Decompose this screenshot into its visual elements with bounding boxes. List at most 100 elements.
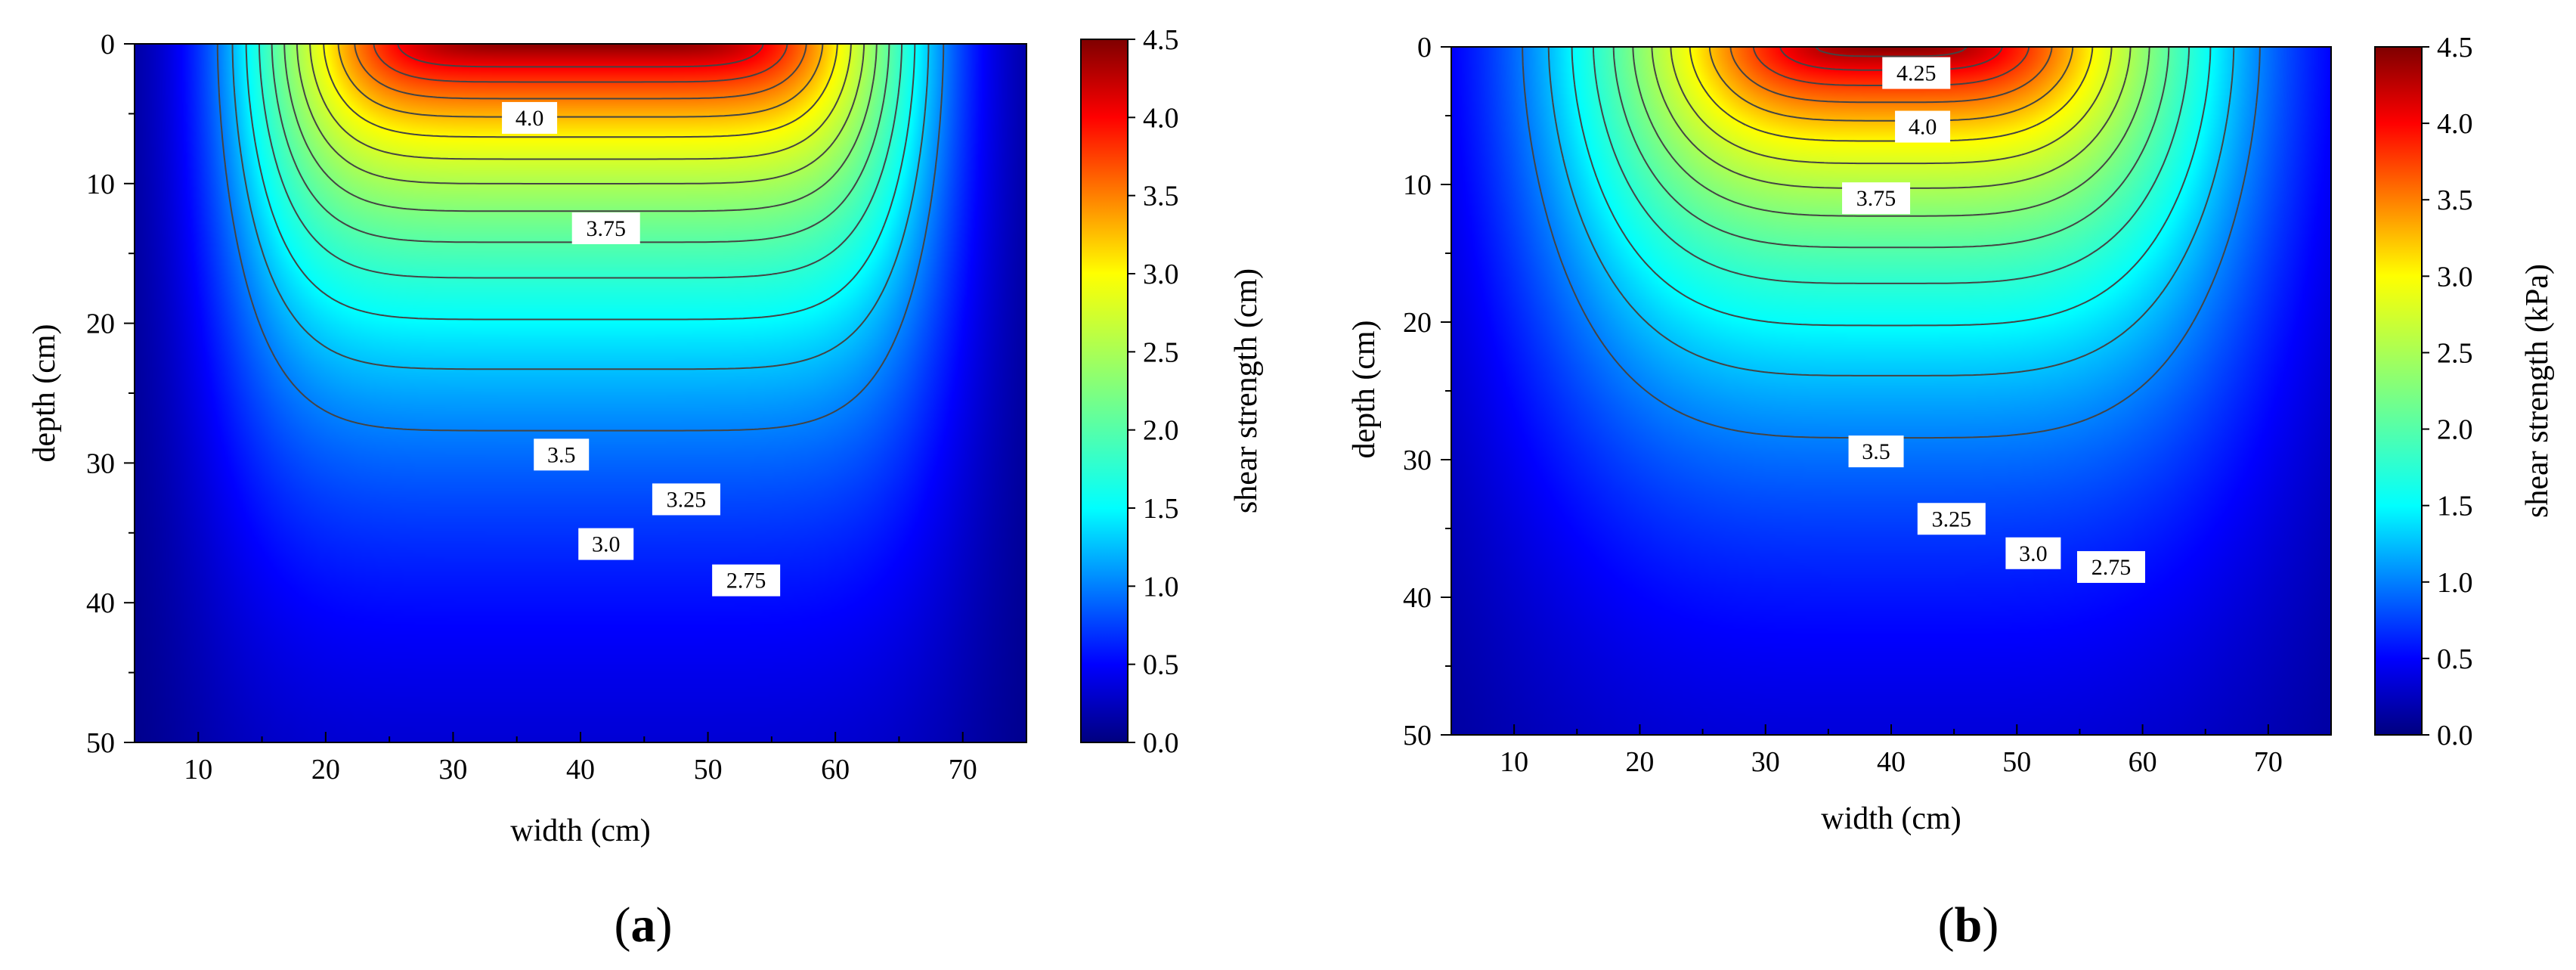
contour-label-text: 2.75: [2091, 555, 2132, 580]
contour-line-a-2.25: [283, 43, 878, 212]
contour-line-b-2.5: [1651, 46, 2132, 189]
colorbar-gradient-b: [2374, 46, 2423, 736]
contour-label-box: [1882, 57, 1951, 89]
contour-label-text: 3.5: [1862, 439, 1890, 464]
contour-label-text: 3.75: [1856, 186, 1896, 211]
contour-map-b: 4.25 4.0 3.75 3.5 3.25 3.0 2.75: [1451, 46, 2332, 736]
x-tick-label: 20: [311, 754, 340, 786]
contour-line-a-1: [216, 44, 945, 432]
contour-label-b-5: 3.0: [2005, 537, 2061, 569]
colorbar-tick-label: 1.0: [1143, 571, 1179, 603]
contour-label-text: 2.75: [726, 569, 766, 593]
contour-line-a-2.75: [309, 43, 852, 160]
caption-letter-a: a: [631, 897, 656, 953]
contour-label-box: [571, 212, 640, 244]
contour-line-b-2: [1612, 46, 2170, 249]
x-tick-label: 40: [566, 754, 595, 786]
y-tick-label: 0: [1417, 32, 1432, 64]
y-axis-b: 0 10 20 30 40 50: [1403, 32, 1451, 752]
y-tick-label: 30: [1403, 445, 1432, 476]
x-tick-label: 30: [438, 754, 467, 786]
contour-line-b-2.75: [1670, 46, 2113, 165]
y-tick-label: 40: [86, 587, 115, 619]
colorbar-tick-label: 0.5: [1143, 649, 1179, 681]
contour-line-a-1.25: [231, 43, 930, 370]
colorbar-tick-label: 3.0: [2437, 261, 2473, 293]
contour-lines-a: [216, 43, 945, 432]
contour-lines-b: [1522, 46, 2261, 439]
contour-label-box: [1848, 435, 1904, 468]
colorbar-tick-label: 4.0: [2437, 108, 2473, 140]
x-axis-a: 10 20 30 40 50 60 70: [134, 732, 1027, 786]
x-tick-label: 30: [1751, 746, 1780, 778]
x-axis-label-b: width (cm): [1821, 801, 1961, 836]
colorbar-tick-label: 2.5: [2437, 337, 2473, 369]
colorbar-tick-label: 0.0: [2437, 720, 2473, 752]
contour-label-box: [2005, 537, 2061, 569]
contour-line-a-1.75: [258, 43, 903, 279]
contour-line-a-2: [271, 43, 890, 243]
panel-a: 4.0 3.75 3.5 3.25 3.0 2.75 10 20 30 40 50 60 70 0 10…: [27, 24, 1264, 953]
contour-label-box: [652, 483, 720, 516]
contour-label-box: [534, 439, 590, 471]
caption-a: (a): [615, 897, 673, 953]
colorbar-b: 0.0 0.5 1.0 1.5 2.0 2.5 3.0 3.5 4.0 4.5 shear str…: [2374, 32, 2555, 752]
colorbar-tick-label: 3.5: [1143, 181, 1179, 212]
contour-labels-b: 4.25 4.0 3.75 3.5 3.25 3.0 2.75: [1842, 57, 2145, 583]
colorbar-tick-label: 2.5: [1143, 336, 1179, 368]
colorbar-tick-label: 4.5: [2437, 32, 2473, 64]
contour-label-b-4: 3.25: [1917, 503, 1986, 535]
contour-label-box: [1842, 182, 1911, 215]
y-tick-label: 0: [101, 29, 115, 60]
colorbar-label-a: shear strength (cm): [1229, 268, 1264, 513]
contour-label-text: 4.0: [516, 106, 544, 131]
contour-line-b-1.25: [1547, 47, 2235, 377]
contour-label-b-2: 3.75: [1842, 182, 1911, 215]
contour-label-b-6: 2.75: [2077, 550, 2145, 583]
contour-label-box: [578, 528, 634, 560]
contour-label-text: 4.25: [1896, 61, 1937, 86]
contour-label-box: [2077, 550, 2145, 583]
contour-line-a-4: [397, 43, 764, 68]
colorbar-tick-label: 0.5: [2437, 643, 2473, 675]
x-tick-label: 60: [821, 754, 850, 786]
contour-map-a: 4.0 3.75 3.5 3.25 3.0 2.75: [134, 43, 1027, 743]
colorbar-tick-label: 2.0: [2437, 414, 2473, 446]
contour-label-a-0: 4.0: [502, 101, 558, 134]
x-axis-label-a: width (cm): [510, 813, 650, 848]
y-tick-label: 30: [86, 448, 115, 479]
contour-label-box: [1895, 110, 1951, 143]
y-tick-label: 10: [86, 169, 115, 200]
caption-letter-b: b: [1955, 897, 1983, 953]
x-tick-label: 10: [1500, 746, 1528, 778]
colorbar-tick-label: 4.5: [1143, 24, 1179, 56]
caption-b: (b): [1938, 897, 1999, 953]
contour-line-b-1.75: [1593, 47, 2190, 284]
colorbar-tick-label: 4.0: [1143, 102, 1179, 134]
y-tick-label: 40: [1403, 582, 1432, 614]
x-tick-label: 10: [184, 754, 212, 786]
colorbar-tick-label: 3.5: [2437, 184, 2473, 216]
y-axis-a: 0 10 20 30 40 50: [86, 29, 135, 759]
x-tick-label: 50: [694, 754, 723, 786]
contour-line-a-3: [323, 43, 838, 138]
contour-label-text: 4.0: [1909, 115, 1937, 140]
x-axis-b: 10 20 30 40 50 60 70: [1451, 724, 2332, 778]
contour-label-box: [1917, 503, 1986, 535]
y-tick-label: 20: [1403, 307, 1432, 339]
contour-labels-a: 4.0 3.75 3.5 3.25 3.0 2.75: [502, 101, 781, 597]
contour-label-b-0: 4.25: [1882, 57, 1951, 89]
heatmap-image-a: [135, 44, 1026, 742]
contour-line-b-1.5: [1571, 46, 2212, 327]
contour-label-text: 3.0: [592, 532, 621, 557]
y-axis-label-b: depth (cm): [1347, 320, 1382, 458]
contour-label-text: 3.5: [547, 442, 576, 467]
contour-label-b-1: 4.0: [1895, 110, 1951, 143]
contour-line-b-3.5: [1729, 46, 2053, 104]
x-tick-label: 50: [2002, 746, 2031, 778]
colorbar-ticks-b: 0.0 0.5 1.0 1.5 2.0 2.5 3.0 3.5 4.0 4.5: [2422, 32, 2473, 752]
x-tick-label: 70: [949, 754, 977, 786]
contour-label-a-3: 3.25: [652, 483, 720, 516]
contour-label-text: 3.75: [586, 216, 626, 241]
